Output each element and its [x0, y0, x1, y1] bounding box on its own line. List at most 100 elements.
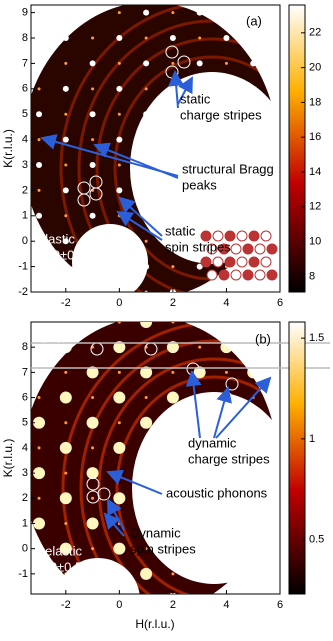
peak — [59, 492, 72, 505]
peak — [224, 370, 228, 374]
peak — [198, 239, 202, 243]
peak — [59, 341, 72, 354]
peak — [171, 61, 175, 65]
peak — [86, 366, 99, 379]
peak — [59, 441, 72, 454]
peak — [250, 60, 257, 67]
peak — [196, 212, 203, 219]
peak — [171, 471, 175, 475]
peak — [64, 521, 68, 525]
annotation: structural Bragg — [182, 161, 274, 176]
colorbar-tick-label: 0.5 — [309, 534, 324, 546]
peak — [252, 598, 255, 601]
peak — [117, 214, 121, 218]
annotation: Dynamic — [130, 525, 181, 540]
y-axis-label: K(r.l.u.) — [1, 129, 15, 168]
peak — [198, 36, 202, 40]
peak — [140, 366, 153, 379]
peak — [117, 61, 121, 65]
ring-line — [77, 19, 280, 292]
y-tick-label: 5 — [22, 108, 28, 120]
peak — [36, 9, 43, 16]
arrow — [168, 70, 185, 109]
peak — [166, 492, 179, 505]
annotation: L=0±0.5 — [38, 247, 85, 262]
peak — [64, 471, 68, 475]
x-tick-label: 6 — [277, 297, 283, 309]
peak — [113, 391, 126, 404]
peak — [166, 542, 179, 555]
arrow — [213, 386, 232, 439]
arrow — [103, 512, 125, 537]
peak — [116, 85, 123, 92]
peak — [278, 572, 280, 576]
y-tick-label: -1 — [18, 568, 28, 580]
peak — [117, 11, 121, 15]
peak — [64, 370, 68, 374]
peak — [37, 396, 41, 400]
peak — [117, 112, 121, 116]
peak — [274, 391, 280, 404]
peak — [144, 138, 148, 142]
ring-line — [59, 5, 280, 292]
peak — [169, 238, 176, 245]
peak — [37, 36, 41, 40]
peak — [171, 322, 175, 324]
ring-line — [97, 357, 280, 594]
peak — [59, 391, 72, 404]
arrow — [215, 376, 272, 439]
inset-site — [242, 243, 254, 255]
peak — [144, 496, 148, 500]
colorbar-tick-label: 1 — [309, 433, 315, 445]
arrow — [177, 76, 193, 105]
ring-line — [61, 322, 280, 594]
peak — [144, 290, 148, 292]
peak — [169, 85, 176, 92]
peak — [91, 239, 95, 243]
peak — [37, 188, 41, 192]
inset-site — [218, 243, 230, 255]
peak — [171, 265, 175, 269]
peak — [247, 416, 260, 429]
inset-site — [242, 269, 254, 281]
arrow — [116, 210, 163, 241]
peak — [91, 446, 95, 450]
peak — [250, 9, 257, 16]
peak — [224, 572, 228, 576]
inset-site — [248, 256, 260, 268]
peak — [117, 322, 121, 324]
highlight-circle — [86, 477, 100, 491]
peak — [224, 322, 228, 324]
peak — [33, 517, 46, 530]
y-tick-label: 7 — [22, 57, 28, 69]
peak — [274, 492, 280, 505]
annotation: spin stripes — [165, 239, 231, 254]
peak — [143, 263, 150, 270]
peak — [278, 61, 280, 65]
peak — [143, 9, 150, 16]
peak — [113, 341, 126, 354]
peak — [198, 496, 202, 500]
peak — [33, 322, 46, 328]
peak — [117, 163, 121, 167]
peak — [277, 238, 280, 245]
peak — [64, 214, 68, 218]
peak — [89, 111, 96, 118]
peak — [116, 238, 123, 245]
y-axis-label: K(r.l.u.) — [1, 439, 15, 478]
peak — [278, 521, 280, 525]
y-tick-label: 0 — [22, 235, 28, 247]
inset-site — [230, 269, 242, 281]
inset-site — [218, 269, 230, 281]
peak — [220, 341, 233, 354]
peak — [223, 187, 230, 194]
ring-line — [95, 37, 280, 292]
annotation: spin stripes — [130, 541, 196, 556]
inset-site — [260, 230, 272, 242]
peak — [86, 567, 99, 580]
peak — [251, 87, 255, 91]
peak — [145, 598, 148, 601]
y-tick-label: 3 — [22, 467, 28, 479]
